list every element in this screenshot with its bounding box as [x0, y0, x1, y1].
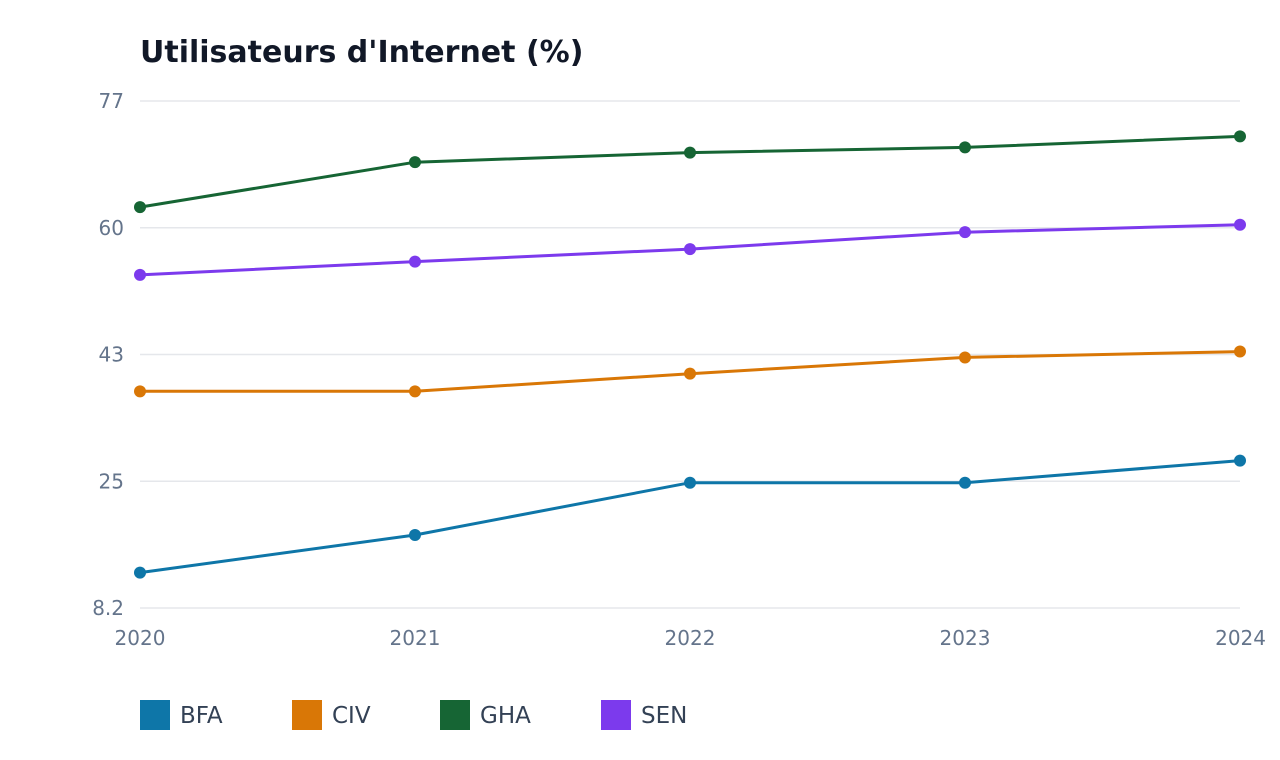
legend-swatch — [601, 700, 631, 730]
x-tick-label: 2023 — [940, 626, 991, 650]
data-point — [684, 146, 696, 159]
legend-label: GHA — [480, 703, 531, 729]
y-tick-label: 77 — [99, 89, 124, 113]
legend-item-gha: GHA — [440, 700, 531, 730]
chart-title: Utilisateurs d'Internet (%) — [140, 35, 583, 70]
data-point — [409, 529, 421, 542]
data-point — [959, 226, 971, 239]
x-tick-label: 2024 — [1215, 626, 1266, 650]
y-axis-tick-labels: 77 60 43 25 8.2 — [92, 89, 124, 620]
data-point — [134, 385, 146, 398]
data-point — [959, 476, 971, 489]
x-tick-label: 2020 — [115, 626, 166, 650]
data-point — [1234, 130, 1246, 143]
x-tick-label: 2021 — [390, 626, 441, 650]
data-point — [134, 566, 146, 579]
data-point — [1234, 454, 1246, 467]
legend-swatch — [440, 700, 470, 730]
data-point — [1234, 345, 1246, 358]
legend-item-sen: SEN — [601, 700, 687, 730]
legend-swatch — [140, 700, 170, 730]
legend-item-bfa: BFA — [140, 700, 223, 730]
data-point — [959, 351, 971, 364]
series-civ — [134, 345, 1246, 398]
series-lines — [134, 130, 1246, 579]
legend-swatch — [292, 700, 322, 730]
legend-label: BFA — [180, 703, 223, 729]
legend-label: CIV — [332, 703, 371, 729]
data-point — [409, 255, 421, 268]
series-bfa — [134, 454, 1246, 579]
x-tick-label: 2022 — [665, 626, 716, 650]
y-tick-label: 60 — [99, 216, 124, 240]
data-point — [134, 201, 146, 214]
y-tick-label: 25 — [99, 469, 124, 493]
y-tick-label: 43 — [99, 343, 124, 367]
data-point — [684, 367, 696, 380]
gridlines — [140, 100, 1240, 609]
data-point — [959, 141, 971, 154]
data-point — [134, 268, 146, 281]
data-point — [409, 156, 421, 169]
legend: BFA CIV GHA SEN — [140, 700, 687, 730]
data-point — [684, 243, 696, 256]
legend-item-civ: CIV — [292, 700, 371, 730]
data-point — [684, 476, 696, 489]
y-tick-label: 8.2 — [92, 596, 124, 620]
data-point — [1234, 218, 1246, 231]
x-axis-tick-labels: 2020 2021 2022 2023 2024 — [115, 626, 1266, 650]
data-point — [409, 385, 421, 398]
series-gha — [134, 130, 1246, 214]
legend-label: SEN — [641, 703, 687, 729]
series-sen — [134, 218, 1246, 281]
